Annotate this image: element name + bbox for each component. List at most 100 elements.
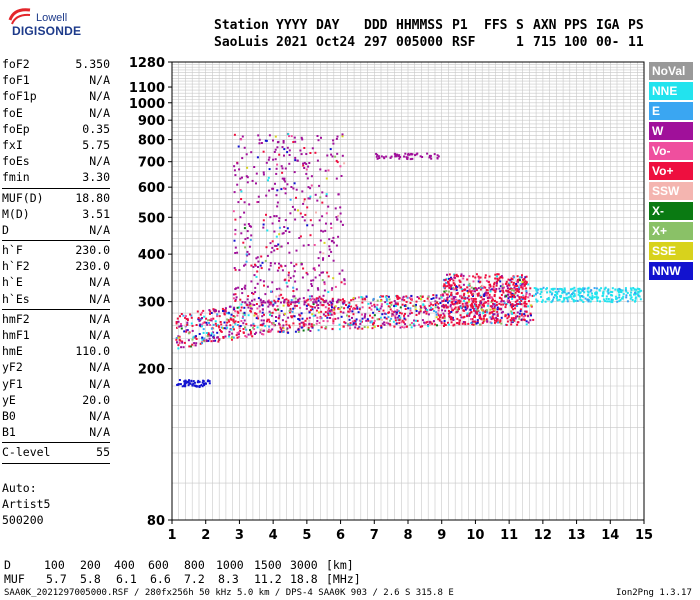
echo-point: [310, 175, 313, 178]
echo-point: [433, 310, 436, 312]
echo-point: [240, 232, 243, 235]
muf-value-800: 7.2: [184, 572, 205, 586]
echo-point: [530, 304, 533, 307]
echo-point: [275, 235, 278, 238]
echo-point: [395, 322, 398, 325]
echo-point: [314, 276, 317, 279]
echo-point: [257, 317, 259, 320]
echo-point: [451, 318, 453, 321]
echo-point: [481, 298, 484, 301]
echo-point: [239, 216, 242, 219]
echo-point: [185, 329, 188, 332]
param-value: 0.35: [82, 121, 110, 136]
echo-point: [275, 194, 278, 197]
y-tick-label: 500: [138, 211, 165, 226]
echo-point: [476, 319, 479, 322]
echo-point: [475, 305, 478, 308]
echo-point: [298, 317, 301, 320]
echo-point: [292, 301, 295, 304]
echo-point: [281, 232, 284, 235]
echo-point: [475, 288, 478, 290]
echo-point: [395, 311, 398, 314]
echo-point: [223, 327, 226, 330]
echo-point: [466, 312, 469, 315]
param-row-fxI: fxI 5.75: [2, 137, 110, 153]
echo-point: [500, 294, 503, 296]
echo-point: [216, 336, 219, 339]
echo-point: [493, 305, 496, 308]
echo-point: [300, 153, 303, 156]
echo-point: [352, 308, 354, 311]
echo-point: [309, 195, 312, 198]
echo-point: [512, 308, 515, 311]
echo-point: [212, 331, 215, 334]
echo-point: [496, 318, 499, 321]
echo-point: [522, 285, 525, 288]
echo-point: [466, 278, 469, 281]
echo-point: [385, 317, 388, 320]
echo-point: [306, 177, 309, 180]
echo-point: [322, 320, 325, 322]
echo-point: [472, 280, 475, 283]
echo-point: [232, 210, 235, 213]
echo-point: [242, 328, 245, 330]
echo-point: [477, 275, 480, 278]
divider: [2, 240, 110, 242]
echo-point: [305, 299, 308, 302]
echo-point: [500, 297, 503, 300]
echo-point: [507, 283, 510, 286]
echo-point: [501, 287, 504, 290]
echo-point: [395, 155, 398, 158]
header-label-p1: P1: [452, 18, 468, 33]
echo-point: [427, 325, 430, 328]
echo-point: [499, 290, 502, 293]
echo-point: [243, 146, 246, 149]
echo-point: [466, 289, 469, 292]
echo-point: [292, 324, 295, 327]
header-value-s: 1: [516, 35, 524, 50]
echo-point: [390, 303, 393, 306]
echo-point: [463, 289, 466, 292]
echo-point: [210, 332, 213, 335]
echo-point: [184, 385, 187, 388]
echo-point: [390, 301, 393, 304]
echo-point: [379, 316, 382, 319]
echo-point: [460, 307, 463, 310]
echo-point: [513, 293, 516, 296]
echo-point: [421, 156, 424, 158]
echo-point: [399, 306, 402, 309]
echo-point: [502, 300, 505, 303]
echo-point: [391, 313, 394, 316]
echo-point: [353, 319, 356, 322]
echo-point: [188, 382, 191, 385]
echo-point: [272, 139, 274, 142]
echo-point: [207, 332, 210, 335]
echo-point: [506, 290, 509, 293]
echo-point: [485, 279, 488, 282]
echo-point: [476, 320, 479, 323]
echo-point: [278, 287, 281, 290]
echo-point: [297, 328, 300, 331]
echo-point: [191, 343, 194, 346]
echo-point: [464, 306, 467, 309]
echo-point: [446, 285, 449, 288]
echo-point: [496, 308, 499, 311]
echo-point: [181, 385, 184, 388]
echo-point: [460, 288, 463, 291]
legend-item-vo-plus: Vo+: [649, 162, 693, 180]
echo-point: [291, 205, 294, 208]
echo-point: [242, 322, 245, 325]
echo-point: [234, 288, 237, 290]
echo-point: [203, 321, 206, 324]
echo-point: [295, 188, 298, 191]
echo-point: [509, 301, 512, 304]
echo-point: [319, 251, 322, 254]
echo-point: [380, 303, 383, 306]
echo-point: [426, 309, 429, 311]
echo-point: [186, 317, 189, 320]
echo-point: [479, 294, 482, 297]
echo-point: [337, 317, 340, 320]
echo-point: [563, 287, 566, 290]
echo-point: [244, 287, 247, 290]
echo-point: [527, 296, 530, 299]
